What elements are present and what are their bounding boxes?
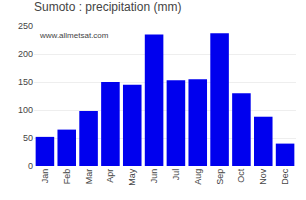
svg-text:Sumoto : precipitation (mm): Sumoto : precipitation (mm): [34, 0, 181, 14]
svg-text:Apr: Apr: [105, 169, 115, 183]
svg-text:250: 250: [18, 21, 33, 31]
svg-text:150: 150: [18, 77, 33, 87]
svg-text:Jun: Jun: [149, 169, 159, 184]
svg-text:Nov: Nov: [258, 168, 268, 185]
svg-text:Aug: Aug: [193, 169, 203, 185]
svg-text:www.allmetsat.com: www.allmetsat.com: [39, 31, 109, 40]
svg-text:May: May: [127, 168, 137, 186]
svg-text:Jan: Jan: [40, 169, 50, 184]
svg-text:0: 0: [28, 161, 33, 171]
svg-text:Oct: Oct: [236, 168, 246, 183]
svg-text:Mar: Mar: [84, 169, 94, 185]
svg-text:Dec: Dec: [280, 168, 290, 185]
svg-text:100: 100: [18, 105, 33, 115]
svg-text:Jul: Jul: [171, 169, 181, 181]
svg-text:200: 200: [18, 49, 33, 59]
svg-text:50: 50: [23, 133, 33, 143]
svg-text:Feb: Feb: [62, 169, 72, 185]
svg-text:Sep: Sep: [215, 169, 225, 185]
